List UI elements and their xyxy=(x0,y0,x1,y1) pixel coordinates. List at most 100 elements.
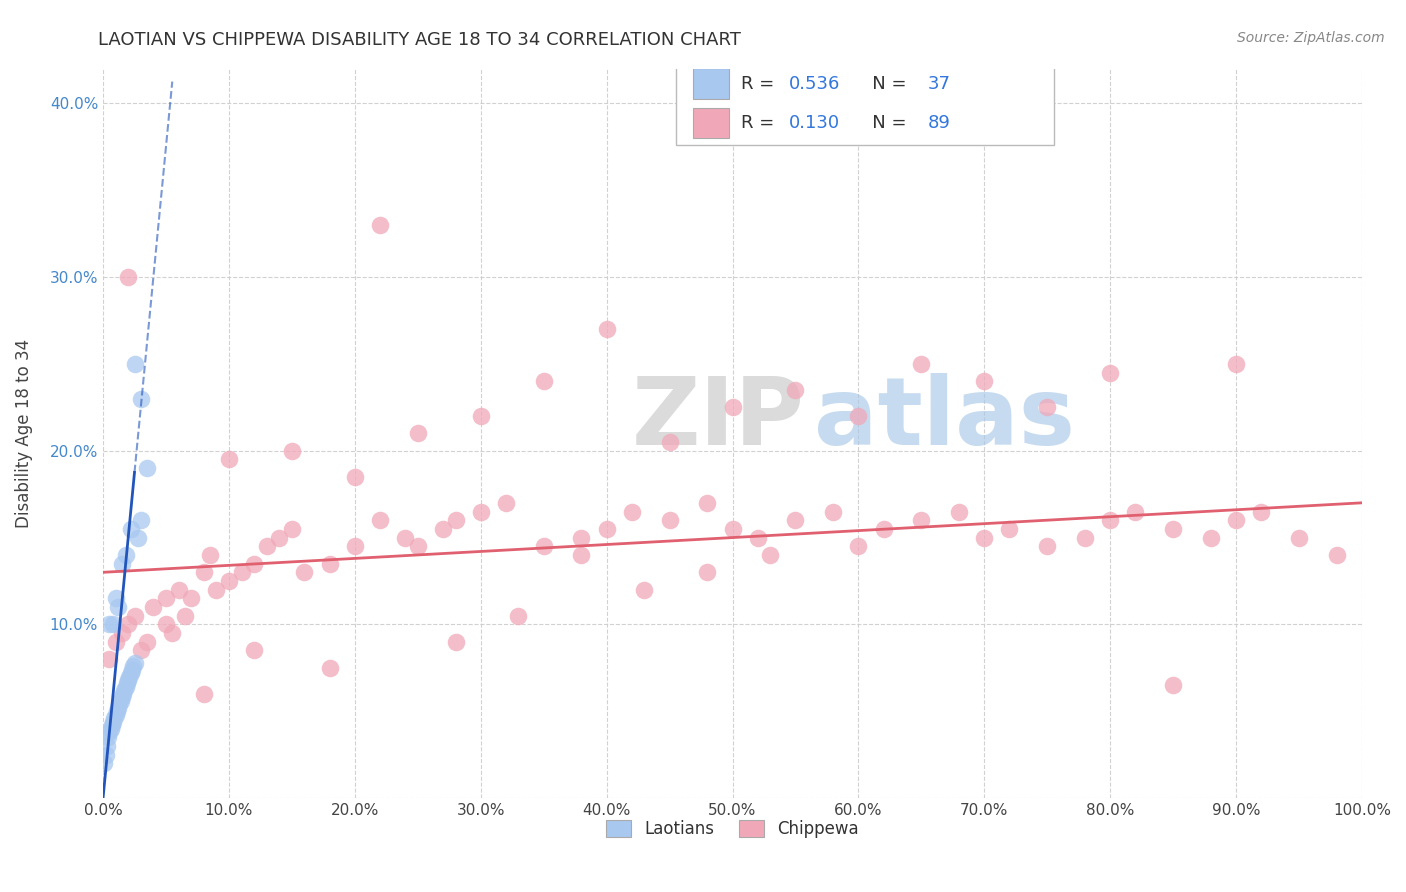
Y-axis label: Disability Age 18 to 34: Disability Age 18 to 34 xyxy=(15,339,32,528)
Point xyxy=(571,531,593,545)
Point xyxy=(281,443,304,458)
Point xyxy=(136,461,159,475)
Point xyxy=(785,513,807,527)
Point xyxy=(696,496,718,510)
Point xyxy=(142,600,165,615)
Point xyxy=(595,322,617,336)
Point xyxy=(117,673,139,687)
Point xyxy=(318,661,340,675)
Point xyxy=(848,409,870,423)
Point xyxy=(180,591,202,606)
Point xyxy=(533,539,555,553)
Point xyxy=(104,707,127,722)
Point xyxy=(444,513,467,527)
Point xyxy=(620,504,643,518)
Point xyxy=(973,531,995,545)
Text: LAOTIAN VS CHIPPEWA DISABILITY AGE 18 TO 34 CORRELATION CHART: LAOTIAN VS CHIPPEWA DISABILITY AGE 18 TO… xyxy=(98,31,741,49)
Point xyxy=(100,722,122,736)
Point xyxy=(759,548,782,562)
Point xyxy=(103,711,125,725)
Point xyxy=(1036,401,1059,415)
Point xyxy=(129,643,152,657)
Point xyxy=(112,687,135,701)
Point xyxy=(107,600,129,615)
Point xyxy=(721,401,744,415)
Point xyxy=(101,617,124,632)
Point xyxy=(470,409,492,423)
Point xyxy=(122,659,145,673)
Point xyxy=(1161,678,1184,692)
Point xyxy=(394,531,416,545)
Point xyxy=(243,557,266,571)
Point xyxy=(155,591,177,606)
Point xyxy=(108,698,131,712)
Legend: Laotians, Chippewa: Laotians, Chippewa xyxy=(599,813,866,845)
Point xyxy=(98,652,121,666)
Point xyxy=(127,531,149,545)
Point xyxy=(198,548,221,562)
Point xyxy=(1099,513,1122,527)
Point xyxy=(508,608,530,623)
Point xyxy=(973,374,995,388)
Point xyxy=(1161,522,1184,536)
Point xyxy=(281,522,304,536)
Point xyxy=(173,608,195,623)
FancyBboxPatch shape xyxy=(693,69,728,99)
Point xyxy=(1199,531,1222,545)
Point xyxy=(98,725,121,739)
Point xyxy=(110,694,132,708)
Point xyxy=(848,539,870,553)
Point xyxy=(162,626,184,640)
Point xyxy=(696,566,718,580)
Point xyxy=(495,496,517,510)
Point xyxy=(406,426,429,441)
Point xyxy=(155,617,177,632)
Point xyxy=(93,756,115,771)
Text: N =: N = xyxy=(855,114,912,132)
Point xyxy=(368,218,391,232)
Point xyxy=(101,718,124,732)
Point xyxy=(105,704,128,718)
Point xyxy=(1288,531,1310,545)
Point xyxy=(1326,548,1348,562)
Point xyxy=(269,531,291,545)
Point xyxy=(114,548,136,562)
Point xyxy=(721,522,744,536)
Point xyxy=(117,617,139,632)
Point xyxy=(998,522,1021,536)
Text: 0.130: 0.130 xyxy=(789,114,841,132)
Point xyxy=(107,701,129,715)
Text: N =: N = xyxy=(855,75,912,93)
Point xyxy=(167,582,190,597)
Point xyxy=(368,513,391,527)
Point xyxy=(256,539,278,553)
Point xyxy=(910,357,932,371)
Text: R =: R = xyxy=(741,75,780,93)
Point xyxy=(193,566,215,580)
Point xyxy=(114,680,136,694)
Point xyxy=(111,626,134,640)
FancyBboxPatch shape xyxy=(676,62,1053,145)
Point xyxy=(1074,531,1097,545)
Point xyxy=(658,435,681,450)
Point xyxy=(121,663,143,677)
Point xyxy=(243,643,266,657)
Point xyxy=(470,504,492,518)
Point xyxy=(94,747,117,762)
Point xyxy=(533,374,555,388)
Point xyxy=(910,513,932,527)
Point xyxy=(1036,539,1059,553)
Point xyxy=(111,557,134,571)
Point xyxy=(1250,504,1272,518)
Point xyxy=(118,669,141,683)
Point xyxy=(432,522,454,536)
Point xyxy=(1225,357,1247,371)
Point xyxy=(785,383,807,397)
Text: ZIP: ZIP xyxy=(631,373,804,465)
Point xyxy=(129,513,152,527)
Point xyxy=(104,591,127,606)
Point xyxy=(111,690,134,705)
Point xyxy=(318,557,340,571)
FancyBboxPatch shape xyxy=(693,108,728,138)
Point xyxy=(96,739,118,753)
